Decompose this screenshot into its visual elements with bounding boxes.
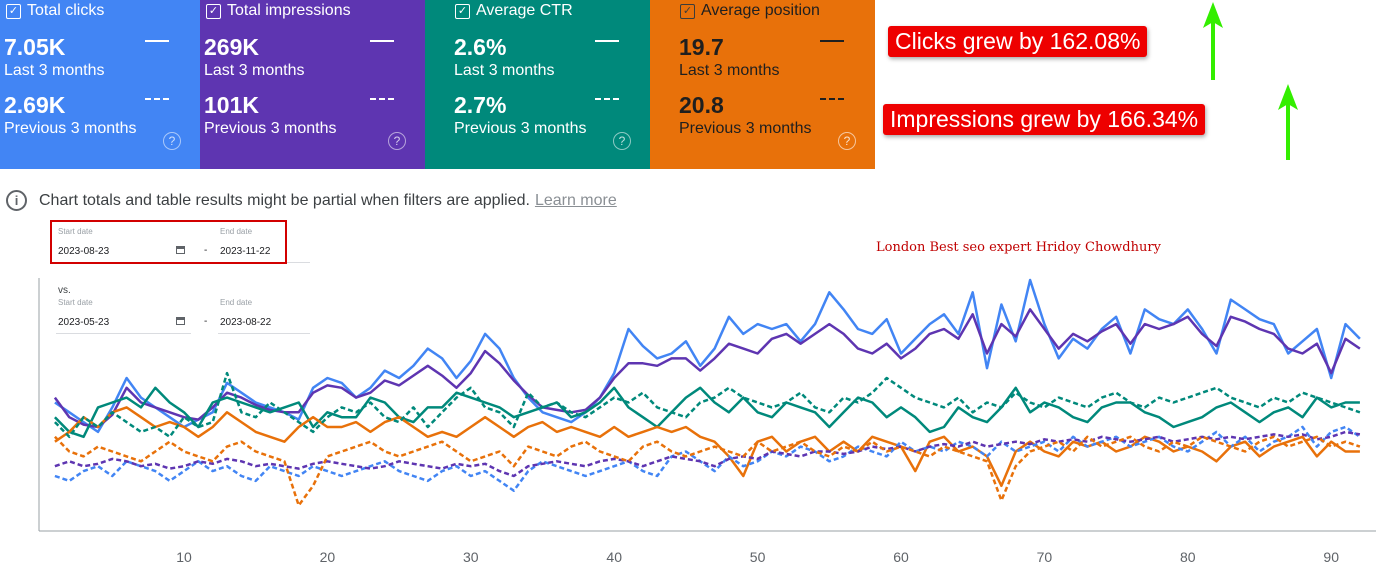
info-icon: i [6, 190, 27, 211]
help-icon[interactable]: ? [838, 132, 856, 150]
filter-notice: i Chart totals and table results might b… [6, 190, 617, 211]
x-tick-label: 70 [1037, 549, 1053, 565]
x-tick-label: 30 [463, 549, 479, 565]
current-label: Last 3 months [4, 62, 105, 79]
compare-end-underline [218, 333, 310, 334]
card-total-impressions[interactable]: ✓ Total impressions 269K Last 3 months 10… [200, 0, 425, 169]
compare-end-date-label: End date [220, 298, 253, 307]
current-label: Last 3 months [679, 62, 780, 79]
solid-legend-line [145, 40, 169, 42]
previous-label: Previous 3 months [454, 120, 587, 137]
date-range-highlight [50, 220, 287, 264]
calendar-icon[interactable] [176, 317, 185, 325]
end-date-label: End date [220, 227, 253, 236]
dashed-legend-line [370, 98, 394, 100]
x-tick-label: 40 [606, 549, 622, 565]
checkbox-icon[interactable]: ✓ [455, 3, 470, 19]
learn-more-link[interactable]: Learn more [534, 191, 617, 209]
x-tick-label: 80 [1180, 549, 1196, 565]
x-tick-label: 90 [1323, 549, 1339, 565]
compare-start-date-field[interactable]: 2023-05-23 [58, 317, 110, 328]
card-total-clicks[interactable]: ✓ Total clicks 7.05K Last 3 months 2.69K … [0, 0, 225, 169]
previous-value: 2.69K [4, 92, 66, 118]
series-line-5 [54, 430, 1361, 478]
series-line-4 [54, 425, 1361, 492]
previous-label: Previous 3 months [679, 120, 812, 137]
solid-legend-line [820, 40, 844, 42]
start-date-label: Start date [58, 227, 93, 236]
current-label: Last 3 months [454, 62, 555, 79]
solid-legend-line [595, 40, 619, 42]
series-line-0 [54, 278, 1361, 434]
previous-value: 2.7% [454, 92, 507, 118]
previous-value: 20.8 [679, 92, 724, 118]
card-header[interactable]: ✓ Total impressions [206, 2, 351, 20]
card-average-position[interactable]: ✓ Average position 19.7 Last 3 months 20.… [650, 0, 875, 169]
vs-label: vs. [58, 285, 71, 296]
card-title: Average position [701, 2, 820, 19]
help-icon[interactable]: ? [163, 132, 181, 150]
previous-label: Previous 3 months [4, 120, 137, 137]
previous-value: 101K [204, 92, 259, 118]
dashed-legend-line [595, 98, 619, 100]
card-title: Average CTR [476, 2, 573, 19]
compare-start-date-label: Start date [58, 298, 93, 307]
compare-end-date-field[interactable]: 2023-08-22 [220, 317, 272, 328]
current-value: 2.6% [454, 34, 507, 60]
previous-label: Previous 3 months [204, 120, 337, 137]
notice-text: Chart totals and table results might be … [39, 191, 530, 209]
series-line-2 [54, 386, 1360, 439]
up-arrow-icon [1278, 84, 1298, 160]
growth-arrows [1203, 2, 1298, 160]
dashed-legend-line [145, 98, 169, 100]
series-line-3 [54, 406, 1360, 488]
checkbox-icon[interactable]: ✓ [680, 3, 695, 19]
x-tick-label: 20 [320, 549, 336, 565]
compare-date-separator: - [204, 316, 208, 327]
series-line-6 [54, 371, 1361, 439]
dashed-legend-line [820, 98, 844, 100]
card-title: Total impressions [227, 2, 351, 19]
current-label: Last 3 months [204, 62, 305, 79]
card-header[interactable]: ✓ Average CTR [455, 2, 573, 20]
current-value: 7.05K [4, 34, 66, 60]
compare-start-underline [56, 333, 191, 334]
calendar-icon[interactable] [176, 246, 185, 254]
x-tick-label: 60 [893, 549, 909, 565]
card-title: Total clicks [27, 2, 105, 19]
solid-legend-line [370, 40, 394, 42]
clicks-growth-badge: Clicks grew by 162.08% [888, 26, 1148, 57]
help-icon[interactable]: ? [613, 132, 631, 150]
series-line-7 [54, 435, 1361, 507]
end-date-field[interactable]: 2023-11-22 [220, 246, 271, 257]
start-date-field[interactable]: 2023-08-23 [58, 246, 110, 257]
checkbox-icon[interactable]: ✓ [206, 3, 221, 19]
help-icon[interactable]: ? [388, 132, 406, 150]
card-average-ctr[interactable]: ✓ Average CTR 2.6% Last 3 months 2.7% Pre… [425, 0, 650, 169]
date-separator: - [204, 245, 208, 256]
up-arrow-icon [1203, 2, 1223, 80]
current-value: 19.7 [679, 34, 724, 60]
card-header[interactable]: ✓ Total clicks [6, 2, 104, 20]
checkbox-icon[interactable]: ✓ [6, 3, 21, 19]
impressions-growth-badge: Impressions grew by 166.34% [883, 104, 1206, 135]
x-tick-label: 10 [176, 549, 192, 565]
card-header[interactable]: ✓ Average position [680, 2, 820, 20]
watermark-text: London Best seo expert Hridoy Chowdhury [876, 240, 1161, 255]
current-value: 269K [204, 34, 259, 60]
x-tick-label: 50 [750, 549, 766, 565]
